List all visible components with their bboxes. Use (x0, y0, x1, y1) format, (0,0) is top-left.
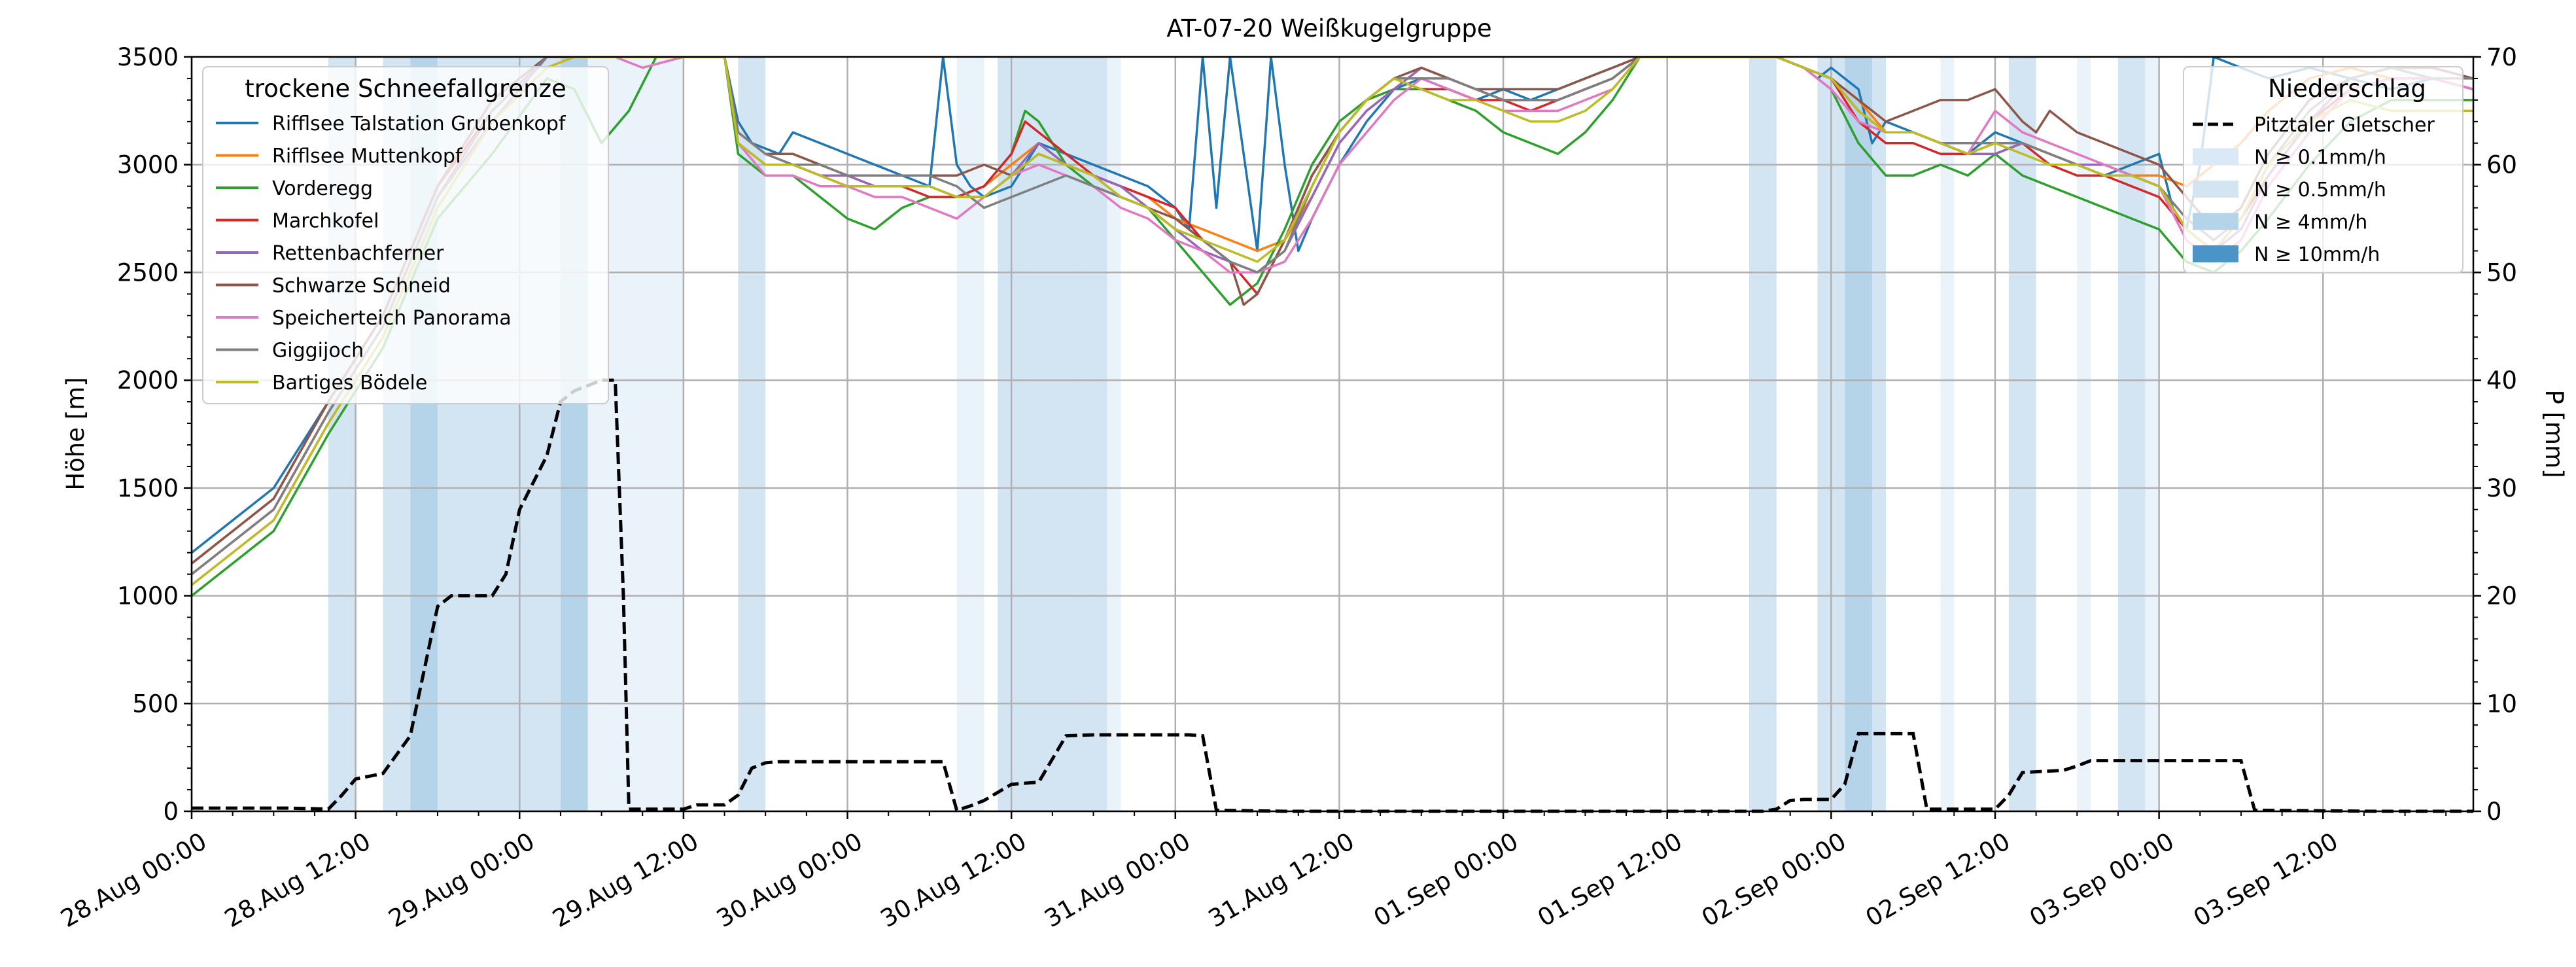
y2-axis-label: P [mm] (2540, 389, 2568, 478)
precip-band (956, 57, 984, 811)
y-tick-label: 1500 (117, 474, 179, 502)
y2-tick-label: 70 (2486, 43, 2517, 71)
precip-band (2145, 57, 2159, 811)
legend-swatch (2193, 245, 2238, 262)
legend-label: Rettenbachferner (272, 242, 444, 265)
precip-band (2077, 57, 2091, 811)
legend-label: Schwarze Schneid (272, 275, 451, 298)
precip-band (1845, 57, 1873, 811)
precip-band (1749, 57, 1777, 811)
series-line-8 (192, 57, 2473, 586)
precip-band (1107, 57, 1121, 811)
snowline-series (192, 57, 2473, 597)
y-tick-label: 1000 (117, 582, 179, 610)
y-axis-label: Höhe [m] (61, 377, 90, 490)
y2-tick-label: 50 (2486, 258, 2517, 287)
legend-swatch (2193, 213, 2238, 230)
plot-frame (190, 56, 2475, 813)
legend-label: Rifflsee Muttenkopf (272, 145, 463, 168)
precip-band (2117, 57, 2146, 811)
x-tick-label: 29.Aug 12:00 (548, 827, 703, 933)
legend-snowline: trockene Schneefallgrenze Rifflsee Talsta… (202, 66, 609, 404)
legend-title: Niederschlag (2268, 75, 2426, 103)
x-tick-label: 02.Sep 12:00 (1861, 827, 2015, 932)
legend-swatch (2193, 181, 2238, 198)
y2-tick-label: 10 (2486, 690, 2517, 718)
precip-band (738, 57, 766, 811)
precip-series-line (192, 378, 2473, 813)
y2-tick-label: 40 (2486, 366, 2517, 395)
legend-label: Speicherteich Panorama (272, 307, 512, 330)
legend-label: Pitztaler Gletscher (2254, 114, 2435, 137)
precip-band (2008, 57, 2036, 811)
x-tick-label: 03.Sep 12:00 (2189, 827, 2342, 932)
y-tick-label: 0 (163, 798, 179, 826)
chart-title: AT-07-20 Weißkugelgruppe (1166, 14, 1491, 43)
y-tick-label: 3000 (117, 151, 179, 179)
precip-band (1025, 57, 1080, 811)
legend-box (2183, 66, 2463, 273)
legend-precipitation: Niederschlag Pitztaler Gletscher N ≥ 0.1mm… (2183, 66, 2463, 273)
x-tick-label: 28.Aug 12:00 (220, 827, 375, 933)
legend-box (202, 66, 609, 404)
legend-label: Giggijoch (272, 340, 364, 362)
legend-label: Vorderegg (272, 177, 373, 200)
y2-tick-label: 20 (2486, 582, 2517, 610)
x-tick-label: 31.Aug 12:00 (1204, 827, 1359, 933)
x-tick-label: 30.Aug 00:00 (712, 827, 867, 933)
legend-label: Bartiges Bödele (272, 372, 427, 395)
legend-title: trockene Schneefallgrenze (245, 75, 566, 103)
y-tick-label: 2500 (117, 258, 179, 287)
x-tick-label: 02.Sep 00:00 (1697, 827, 1851, 932)
legend-label: Rifflsee Talstation Grubenkopf (272, 113, 566, 135)
x-tick-label: 31.Aug 00:00 (1039, 827, 1195, 933)
precip-band (1940, 57, 1955, 811)
x-tick-label: 28.Aug 00:00 (56, 827, 212, 933)
legend-label: N ≥ 10mm/h (2254, 243, 2380, 266)
y2-tick-label: 30 (2486, 474, 2517, 502)
precipitation-line (192, 378, 2473, 813)
y-tick-label: 500 (132, 690, 179, 718)
precip-band (1872, 57, 1886, 811)
y-tick-label: 3500 (117, 43, 179, 71)
y-tick-label: 2000 (117, 366, 179, 395)
x-tick-label: 29.Aug 00:00 (384, 827, 540, 933)
x-tick-label: 03.Sep 00:00 (2025, 827, 2178, 932)
x-tick-label: 01.Sep 12:00 (1533, 827, 1686, 932)
legend-label: N ≥ 0.5mm/h (2254, 179, 2386, 202)
legend-swatch (2193, 148, 2238, 166)
legend-label: Marchkofel (272, 210, 379, 233)
y2-tick-label: 0 (2486, 798, 2502, 826)
legend-label: N ≥ 0.1mm/h (2254, 147, 2386, 169)
y2-tick-label: 60 (2486, 151, 2517, 179)
x-tick-label: 01.Sep 00:00 (1369, 827, 1523, 932)
x-tick-label: 30.Aug 12:00 (876, 827, 1032, 933)
precip-band (1079, 57, 1107, 811)
legend-label: N ≥ 4mm/h (2254, 211, 2367, 234)
